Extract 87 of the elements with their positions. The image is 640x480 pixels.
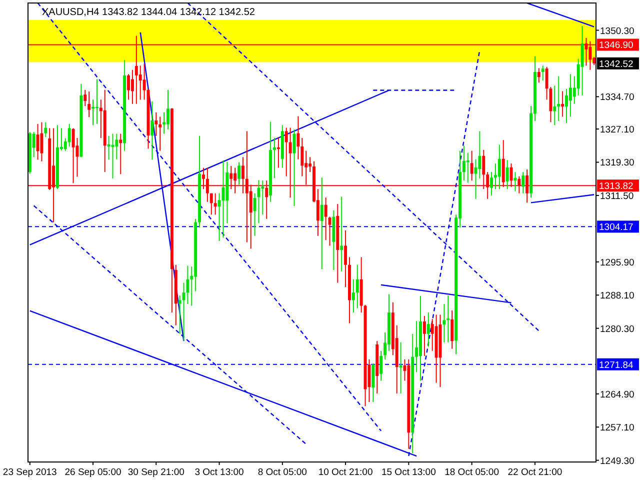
y-tick-label: 1249.30 (600, 456, 634, 467)
candlestick (462, 145, 466, 182)
candlestick (422, 315, 426, 356)
candlestick (273, 137, 276, 178)
candlestick (372, 363, 375, 402)
candlestick (88, 91, 91, 118)
candlestick (44, 122, 48, 138)
candlestick (296, 116, 300, 160)
x-tick-label: 8 Oct 05:00 (258, 467, 307, 478)
y-tick-label: 1334.70 (600, 92, 634, 104)
candlestick (178, 295, 182, 334)
candlestick (40, 122, 44, 162)
candlestick (565, 88, 568, 124)
y-tick-label: 1288.10 (600, 290, 634, 302)
candlestick (446, 295, 450, 343)
y-tick-label: 1319.30 (600, 158, 634, 169)
x-tick-label: 26 Sep 05:00 (64, 467, 122, 478)
y-tick-label: 1264.90 (600, 389, 634, 400)
candlestick (284, 127, 288, 177)
candlestick (154, 112, 158, 136)
y-tick-label: 1257.10 (600, 422, 634, 434)
candlestick (222, 160, 225, 238)
candlestick (68, 123, 71, 147)
x-tick-label: 22 Oct 21:00 (508, 467, 562, 478)
x-tick-label: 15 Oct 13:00 (381, 467, 436, 478)
candlestick (466, 152, 470, 184)
x-tick-label: 18 Oct 05:00 (444, 467, 500, 478)
candlestick (150, 100, 154, 160)
candlestick (130, 69, 134, 104)
candlestick (127, 74, 130, 100)
y-tick-label: 1327.10 (600, 124, 634, 136)
ref-line-label: 1304.17 (599, 222, 634, 234)
candlestick (568, 74, 572, 118)
candlestick (399, 342, 402, 394)
candlestick (352, 278, 355, 314)
candlestick (119, 133, 122, 175)
candlestick (426, 312, 430, 348)
candlestick (514, 172, 517, 192)
ref-line-label: 1346.90 (599, 40, 634, 52)
y-tick-label: 1295.90 (600, 257, 634, 268)
y-tick-label: 1280.30 (600, 324, 634, 335)
x-tick-label: 10 Oct 21:00 (318, 467, 373, 478)
candlestick (553, 85, 556, 126)
candlestick (84, 89, 87, 107)
candlestick (72, 128, 75, 184)
ref-line-label: 1313.82 (599, 181, 634, 192)
candlestick (300, 137, 304, 177)
candlestick (490, 172, 494, 196)
candlestick (541, 65, 544, 81)
candlestick (537, 68, 540, 84)
x-tick-label: 23 Sep 2013 (2, 467, 57, 478)
candlestick (356, 264, 359, 309)
candlestick (210, 192, 213, 216)
candlestick (166, 89, 170, 130)
y-tick-label: 1350.30 (600, 26, 634, 37)
candlestick (324, 197, 328, 241)
candlestick (238, 162, 240, 186)
candlestick (580, 25, 584, 96)
x-tick-label: 30 Sep 21:00 (128, 467, 184, 478)
candlestick (557, 76, 560, 122)
ref-line-label: 1271.84 (599, 360, 634, 371)
candlestick (506, 160, 509, 190)
candlestick (344, 230, 348, 288)
candlestick (320, 177, 324, 270)
candlestick (561, 90, 564, 118)
y-tick-label: 1311.50 (600, 190, 634, 202)
candlestick (115, 133, 118, 160)
candlestick (442, 304, 446, 343)
candlestick (470, 150, 474, 182)
candlestick (92, 99, 94, 126)
candlestick (261, 180, 264, 216)
chart-title: XAUUSD,H4 1343.82 1344.04 1342.12 1342.52 (42, 7, 256, 18)
candlestick (415, 320, 418, 373)
candlestick (308, 156, 312, 173)
candlestick (498, 144, 501, 190)
candlestick (450, 310, 454, 350)
candlestick (494, 163, 497, 190)
candlestick (138, 65, 142, 100)
candlestick (162, 112, 166, 134)
candlestick (158, 116, 162, 152)
candlestick (276, 137, 280, 168)
candlestick (380, 350, 383, 382)
candlestick (214, 192, 217, 216)
candlestick (340, 196, 344, 272)
candlestick (522, 172, 525, 194)
text: 1342.52 (599, 58, 634, 70)
x-tick-label: 3 Oct 13:00 (194, 467, 244, 478)
